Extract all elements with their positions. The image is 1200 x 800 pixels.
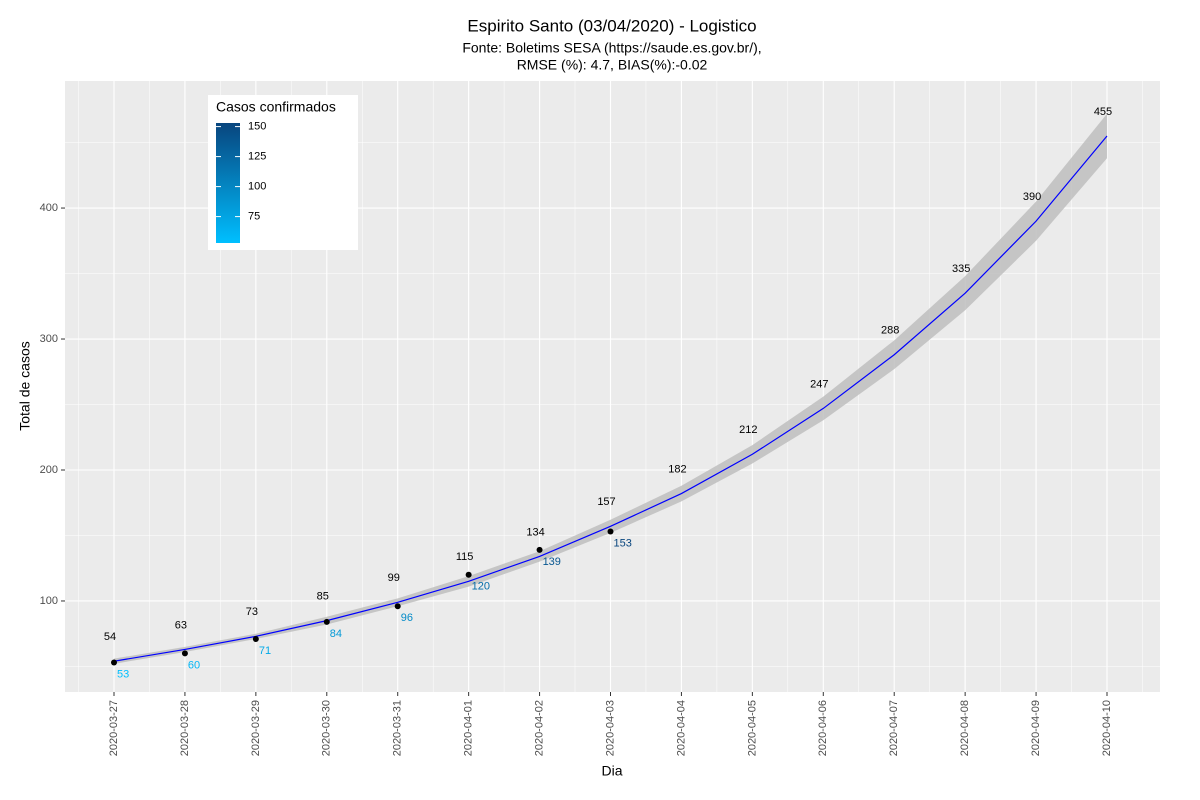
observed-point bbox=[111, 659, 117, 666]
fitted-label: 335 bbox=[952, 263, 970, 275]
observed-label: 60 bbox=[188, 659, 200, 671]
fitted-label: 212 bbox=[739, 424, 757, 436]
y-axis-label: Total de casos bbox=[17, 341, 33, 431]
x-tick-label: 2020-04-05 bbox=[746, 700, 758, 756]
x-tick-label: 2020-04-07 bbox=[888, 700, 900, 756]
legend-title: Casos confirmados bbox=[216, 99, 336, 115]
fitted-label: 390 bbox=[1023, 191, 1041, 203]
fitted-label: 115 bbox=[456, 551, 474, 563]
observed-point bbox=[607, 528, 614, 535]
y-tick-label: 300 bbox=[40, 333, 58, 345]
observed-point bbox=[465, 571, 472, 578]
colorbar-label: 125 bbox=[248, 151, 266, 163]
observed-label: 53 bbox=[117, 668, 129, 680]
observed-point bbox=[323, 618, 330, 625]
observed-point bbox=[536, 546, 543, 553]
fitted-label: 455 bbox=[1094, 106, 1112, 118]
fitted-label: 134 bbox=[526, 526, 544, 538]
fitted-label: 85 bbox=[317, 591, 329, 603]
observed-label: 96 bbox=[401, 612, 413, 624]
x-tick-label: 2020-04-03 bbox=[604, 700, 616, 756]
colorbar bbox=[216, 123, 240, 243]
fitted-label: 157 bbox=[597, 496, 615, 508]
fitted-label: 54 bbox=[104, 631, 116, 643]
fitted-line bbox=[113, 135, 1108, 662]
y-tick-label: 200 bbox=[40, 464, 58, 476]
fitted-label: 73 bbox=[246, 606, 258, 618]
x-tick-label: 2020-04-08 bbox=[959, 700, 971, 756]
chart-title: Espirito Santo (03/04/2020) - Logistico bbox=[467, 16, 756, 35]
fitted-label: 63 bbox=[175, 619, 187, 631]
colorbar-label: 100 bbox=[248, 181, 266, 193]
fitted-label: 182 bbox=[668, 463, 686, 475]
x-tick-label: 2020-04-10 bbox=[1101, 700, 1113, 756]
y-tick-label: 400 bbox=[40, 202, 58, 214]
observed-point bbox=[394, 603, 401, 610]
x-tick-label: 2020-04-06 bbox=[817, 700, 829, 756]
x-tick-label: 2020-03-31 bbox=[392, 700, 404, 756]
colorbar-label: 150 bbox=[248, 121, 266, 133]
x-tick-label: 2020-04-02 bbox=[533, 700, 545, 756]
observed-label: 84 bbox=[330, 628, 342, 640]
observed-label: 71 bbox=[259, 645, 271, 657]
x-tick-label: 2020-03-28 bbox=[179, 700, 191, 756]
observed-label: 153 bbox=[614, 537, 632, 549]
x-axis-label: Dia bbox=[601, 763, 622, 779]
observed-point bbox=[181, 650, 188, 657]
observed-point bbox=[252, 635, 259, 642]
chart-subtitle: RMSE (%): 4.7, BIAS(%):-0.02 bbox=[517, 57, 708, 73]
x-tick-label: 2020-03-29 bbox=[250, 700, 262, 756]
fitted-label: 288 bbox=[881, 325, 899, 337]
x-tick-label: 2020-03-27 bbox=[108, 700, 120, 756]
y-tick-label: 100 bbox=[40, 595, 58, 607]
fitted-label: 99 bbox=[388, 572, 400, 584]
observed-label: 139 bbox=[543, 556, 561, 568]
x-tick-label: 2020-04-04 bbox=[675, 700, 687, 756]
observed-label: 120 bbox=[472, 581, 490, 593]
fitted-label: 247 bbox=[810, 378, 828, 390]
x-tick-label: 2020-04-09 bbox=[1030, 700, 1042, 756]
colorbar-label: 75 bbox=[248, 211, 260, 223]
x-tick-label: 2020-04-01 bbox=[463, 700, 475, 756]
chart-subtitle: Fonte: Boletims SESA (https://saude.es.g… bbox=[462, 40, 761, 56]
x-tick-label: 2020-03-30 bbox=[321, 700, 333, 756]
